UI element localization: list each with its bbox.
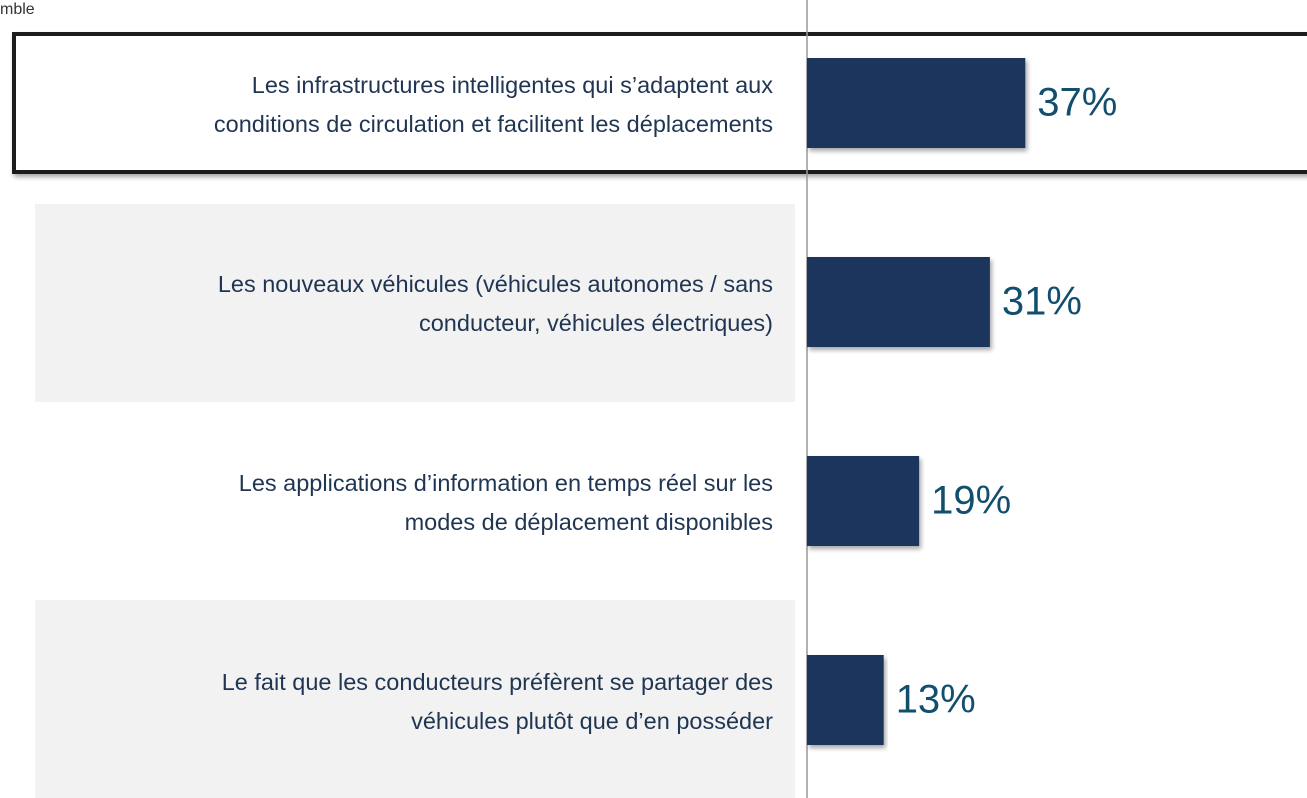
value-label: 19%	[931, 479, 1011, 523]
highlight-box	[12, 32, 1307, 174]
category-label: conditions de circulation et facilitent …	[214, 111, 773, 137]
row-background	[35, 204, 795, 402]
category-label: véhicules plutôt que d’en posséder	[411, 708, 773, 734]
bar	[807, 655, 884, 745]
bar	[807, 456, 920, 546]
value-label: 37%	[1037, 81, 1117, 125]
category-label: Les infrastructures intelligentes qui s’…	[252, 72, 773, 98]
row-background	[35, 600, 795, 798]
subtitle: mble	[0, 1, 35, 18]
category-label: Les applications d’information en temps …	[239, 470, 773, 496]
bar	[807, 257, 990, 347]
category-label: conducteur, véhicules électriques)	[419, 310, 773, 336]
value-label: 31%	[1002, 280, 1082, 324]
bar	[807, 58, 1026, 148]
category-label: Les nouveaux véhicules (véhicules autono…	[218, 271, 773, 297]
category-label: Le fait que les conducteurs préfèrent se…	[222, 669, 773, 695]
value-label: 13%	[896, 678, 976, 722]
category-label: modes de déplacement disponibles	[405, 509, 773, 535]
highlight-box	[12, 32, 1307, 174]
